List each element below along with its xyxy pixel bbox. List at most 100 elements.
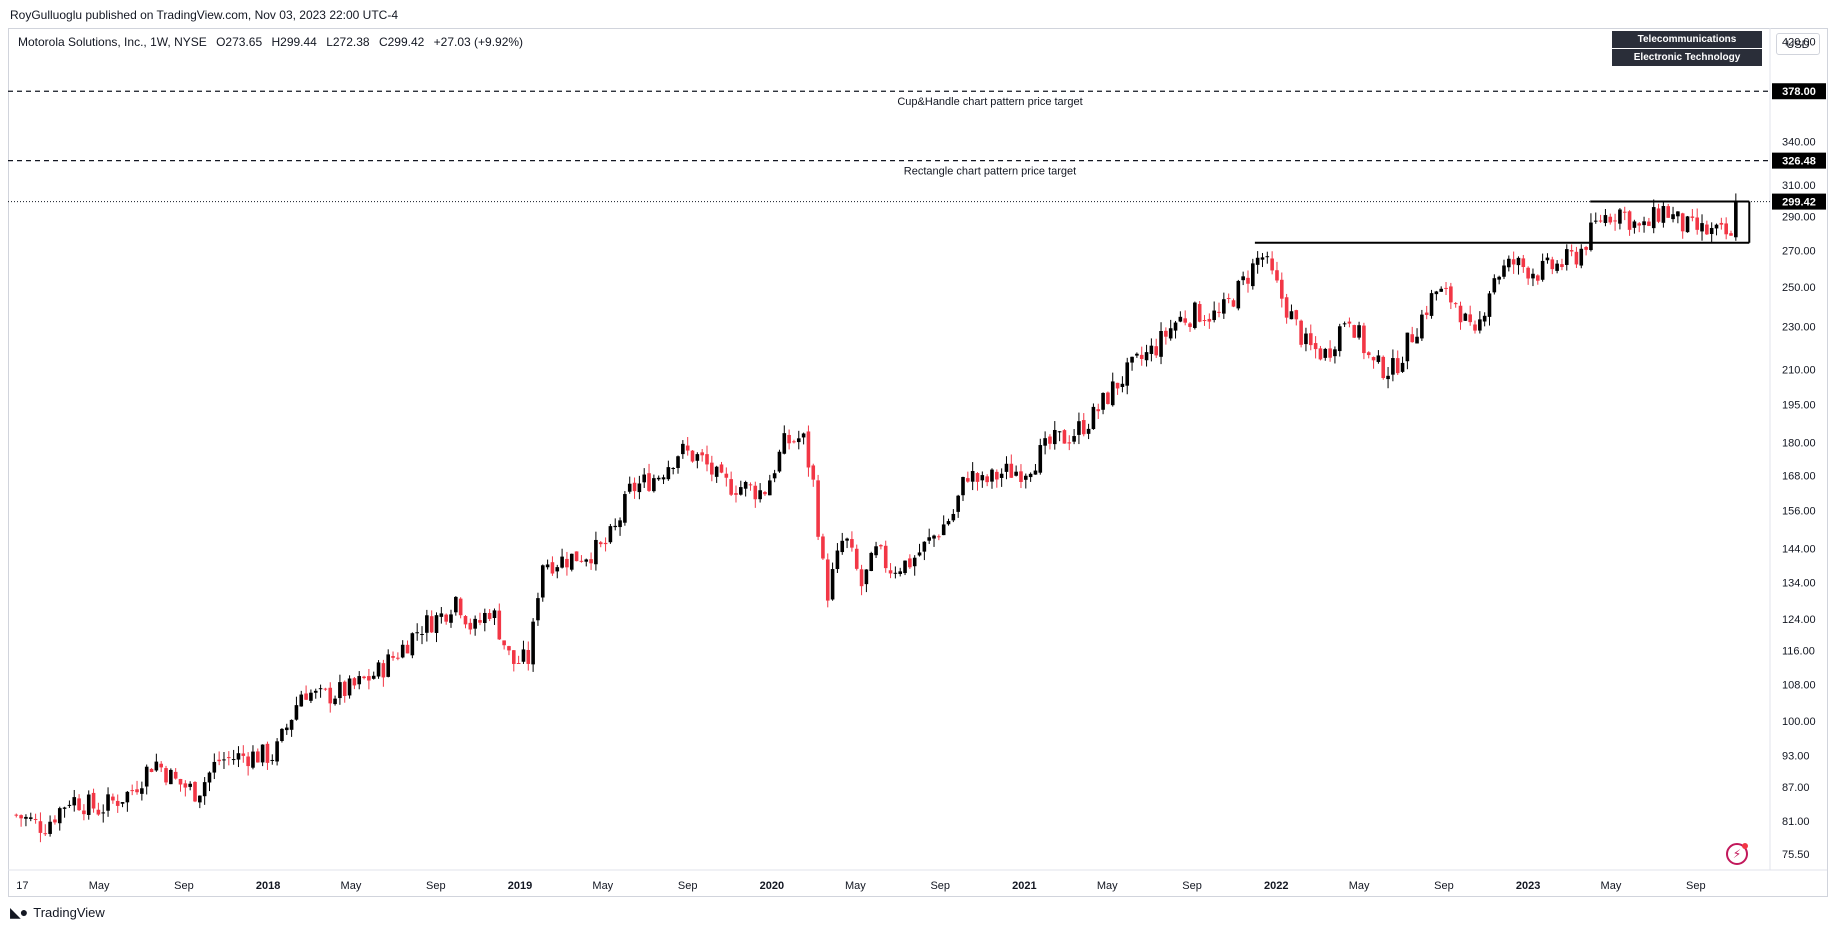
x-tick-label: May: [1349, 880, 1370, 892]
candle-body: [260, 744, 265, 763]
candle-body: [1540, 260, 1545, 280]
candle-body: [304, 693, 308, 700]
lightning-icon[interactable]: ⚡: [1726, 843, 1748, 865]
candle-body: [898, 571, 903, 574]
candle-body: [1642, 221, 1646, 226]
candle-body: [1584, 247, 1588, 250]
sector-tag[interactable]: Electronic Technology: [1612, 49, 1762, 66]
candle-body: [1226, 297, 1231, 299]
x-tick-label: 2021: [1012, 880, 1036, 892]
candle-body: [1535, 275, 1540, 281]
candle-body: [966, 478, 970, 482]
candle-body: [1574, 251, 1579, 265]
candle-body: [569, 553, 574, 570]
y-tick-label: 81.00: [1782, 816, 1810, 828]
candle-body: [1627, 211, 1632, 230]
candle-body: [632, 482, 637, 492]
candle-body: [111, 796, 115, 801]
candle-body: [1062, 430, 1067, 444]
candle-body: [19, 815, 23, 819]
candle-body: [1101, 392, 1105, 410]
x-tick-label: May: [89, 880, 110, 892]
candle-body: [434, 615, 439, 633]
candle-body: [1154, 346, 1159, 356]
candle-body: [792, 441, 796, 443]
candle-body: [777, 451, 782, 472]
candle-body: [883, 545, 888, 569]
candle-body: [1289, 311, 1294, 320]
y-tick-label: 100.00: [1782, 716, 1816, 728]
candle-body: [787, 434, 791, 444]
candle-body: [908, 558, 912, 568]
candle-body: [270, 759, 275, 761]
candle-body: [193, 781, 197, 802]
y-tick-label: 144.00: [1782, 543, 1816, 555]
currency-button[interactable]: USD: [1776, 33, 1820, 55]
candle-body: [835, 550, 840, 570]
candle-body: [1241, 276, 1245, 281]
candle-body: [1048, 436, 1052, 444]
candle-body: [1468, 314, 1472, 323]
candle-body: [941, 524, 946, 536]
publisher-line: RoyGulluoglu published on TradingView.co…: [10, 8, 399, 22]
candle-body: [1130, 356, 1134, 363]
candle-body: [536, 598, 540, 621]
candle-body: [169, 769, 173, 785]
candle-body: [1709, 227, 1714, 234]
candle-body: [1096, 409, 1101, 412]
candle-body: [1366, 352, 1371, 356]
candle-body: [970, 471, 975, 482]
candle-body: [753, 485, 758, 500]
tradingview-brand[interactable]: ◣● TradingView: [10, 904, 105, 921]
candle-body: [1618, 209, 1622, 224]
x-tick-label: 2022: [1264, 880, 1288, 892]
candle-body: [772, 473, 777, 479]
y-tick-label: 87.00: [1782, 782, 1810, 794]
candle-body: [284, 727, 289, 731]
candle-body: [560, 556, 564, 568]
candle-body: [1125, 362, 1130, 386]
candle-body: [623, 494, 627, 523]
candle-body: [1313, 343, 1318, 350]
candle-body: [86, 794, 91, 815]
y-tick-label: 108.00: [1782, 680, 1816, 692]
candle-body: [1139, 354, 1144, 359]
candle-body: [164, 768, 168, 783]
candle-body: [1188, 323, 1192, 327]
candle-body: [917, 552, 922, 556]
candle-body: [1110, 381, 1115, 406]
candle-body: [1545, 257, 1550, 261]
candle-body: [613, 525, 618, 528]
candle-body: [1342, 323, 1347, 325]
brand-label: TradingView: [33, 905, 105, 920]
candle-body: [840, 540, 845, 553]
candle-body: [483, 612, 487, 624]
candle-body: [1231, 300, 1236, 307]
x-tick-label: Sep: [930, 880, 950, 892]
candle-body: [1589, 222, 1593, 251]
symbol-title[interactable]: Motorola Solutions, Inc., 1W, NYSE: [18, 35, 207, 49]
candle-body: [1719, 222, 1724, 225]
candle-body: [1598, 220, 1603, 222]
candle-body: [888, 570, 893, 574]
x-tick-label: May: [592, 880, 613, 892]
change-value: +27.03 (+9.92%): [433, 35, 524, 49]
candle-body: [1168, 328, 1173, 339]
candle-body: [1279, 279, 1284, 299]
candle-body: [1386, 375, 1390, 380]
candle-body: [690, 450, 695, 462]
y-tick-label: 310.00: [1782, 180, 1816, 192]
candle-body: [154, 761, 159, 771]
candle-body: [816, 480, 820, 537]
candle-body: [362, 676, 366, 679]
candle-body: [1275, 270, 1279, 281]
candle-body: [627, 483, 632, 492]
x-tick-label: 2019: [508, 880, 532, 892]
candle-body: [1014, 471, 1018, 476]
candle-body: [415, 632, 419, 634]
candle-body: [719, 464, 724, 473]
candle-body: [999, 473, 1004, 478]
candle-body: [1444, 287, 1448, 289]
candle-body: [603, 542, 608, 545]
